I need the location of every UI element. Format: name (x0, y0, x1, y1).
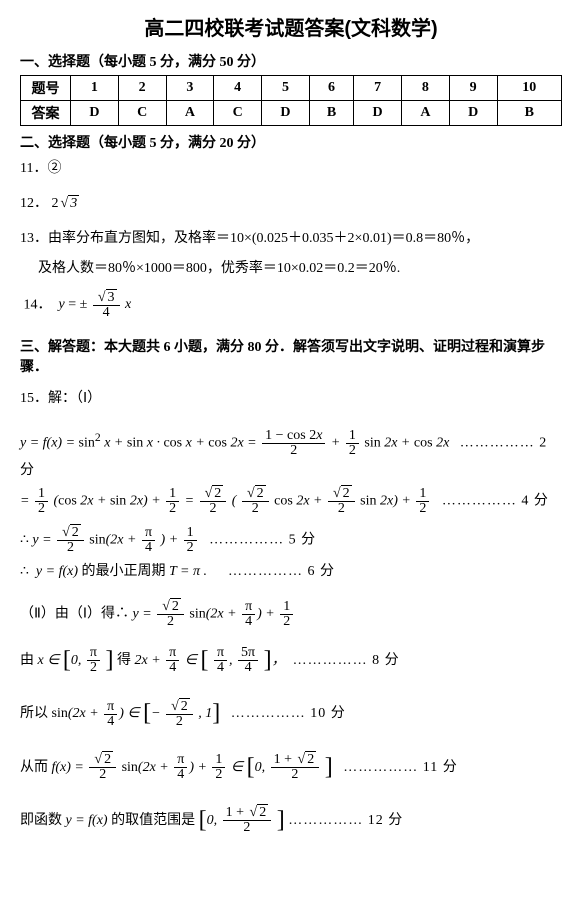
score-12: …………… 12 分 (288, 813, 403, 828)
q12-value: 23 (52, 196, 80, 211)
q12: 12． 23 (20, 191, 562, 216)
answer-table: 题号 1 2 3 4 5 6 7 8 9 10 答案 D C A C D B D… (20, 75, 562, 126)
eq-step7: 从而 f(x) = 22 sin(2x + π4) + 12 ∈ [0, 1 +… (20, 746, 562, 789)
row-label: 答案 (21, 101, 71, 126)
eq-step8: 即函数 y = f(x) 的取值范围是 [0, 1 + 22 ] …………… 1… (20, 799, 562, 842)
score-10: …………… 10 分 (231, 706, 346, 721)
eq-step4: ∴ y = f(x) 的最小正周期 T = π . …………… 6 分 (20, 559, 562, 584)
eq-step3: ∴ y = 22 sin(2x + π4 ) + 12 …………… 5 分 (20, 526, 562, 555)
row-label: 题号 (21, 76, 71, 101)
q14-expr: y = ± 34 x (59, 297, 132, 312)
section1-header: 一、选择题（每小题 5 分，满分 50 分） (20, 51, 562, 71)
score-5: …………… 5 分 (209, 533, 316, 548)
section3-header: 三、解答题：本大题共 6 小题，满分 80 分．解答须写出文字说明、证明过程和演… (20, 336, 562, 376)
eq-step2: = 12 (cos 2x + sin 2x) + 12 = 22 ( 22 co… (20, 487, 562, 516)
q11: 11．② (20, 156, 562, 181)
table-row: 答案 D C A C D B D A D B (21, 101, 562, 126)
table-row: 题号 1 2 3 4 5 6 7 8 9 10 (21, 76, 562, 101)
q15-head: 15．解：（Ⅰ） (20, 386, 562, 411)
eq-step5: 由 x ∈ [0, π2 ] 得 2x + π4 ∈ [ π4, 5π4 ]， … (20, 639, 562, 682)
q13b: 及格人数＝80％×1000＝800，优秀率＝10×0.02＝0.2＝20％. (38, 256, 562, 281)
eq-step1: y = f(x) = sin2 x + sin x · cos x + cos … (20, 427, 562, 483)
q13a: 13．由率分布直方图知，及格率＝10×(0.025＋0.035＋2×0.01)＝… (20, 226, 562, 251)
q14-label: 14． (24, 297, 52, 312)
eq-step6: 所以 sin(2x + π4) ∈ [− 22 , 1] …………… 10 分 (20, 692, 562, 735)
score-4: …………… 4 分 (442, 494, 549, 509)
page-title: 高二四校联考试题答案(文科数学) (20, 12, 562, 41)
section2-header: 二、选择题（每小题 5 分，满分 20 分） (20, 132, 562, 152)
score-6: …………… 6 分 (228, 564, 335, 579)
q14: 14． y = ± 34 x (20, 291, 562, 320)
score-11: …………… 11 分 (343, 759, 457, 774)
score-8: …………… 8 分 (293, 653, 400, 668)
eq-part2-intro: （Ⅱ）由（Ⅰ）得∴ y = 22 sin(2x + π4) + 12 (20, 600, 562, 629)
q12-label: 12． (20, 196, 48, 211)
